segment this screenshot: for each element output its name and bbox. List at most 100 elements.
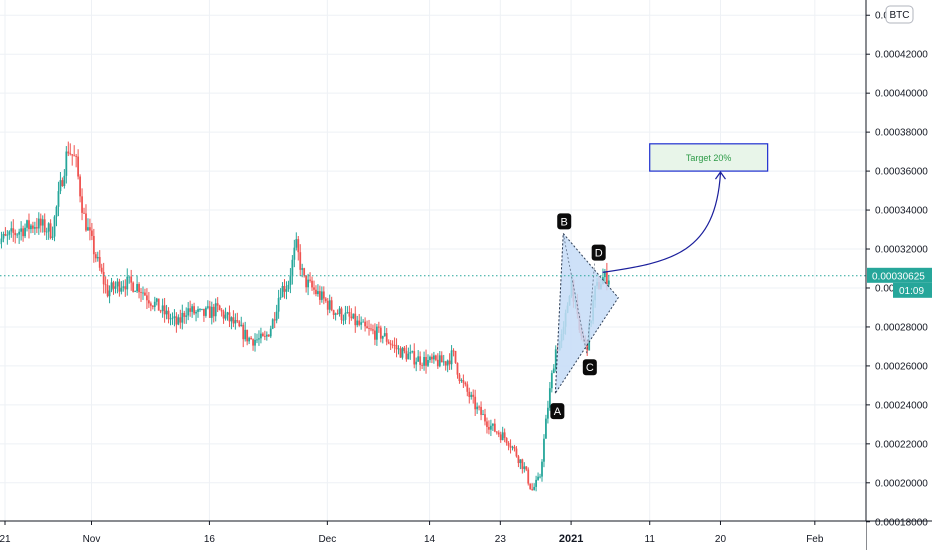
candle-body [427, 360, 429, 366]
candle-body [278, 298, 280, 312]
candle-body [85, 214, 87, 231]
candle-body [260, 334, 262, 339]
candle-body [521, 459, 523, 469]
pattern-point-label-d[interactable]: D [592, 245, 606, 261]
candle-body [242, 325, 244, 339]
candle-body [429, 357, 431, 360]
pattern-point-label-b[interactable]: B [557, 213, 571, 229]
time-tick-label: 20 [715, 534, 727, 545]
candle-body [105, 284, 107, 285]
candle-body [132, 283, 134, 292]
candle-body [303, 268, 305, 275]
candle-body [81, 196, 83, 213]
candle-body [293, 248, 295, 260]
candle-body [327, 301, 329, 310]
candle-body [445, 361, 447, 365]
candle-body [140, 292, 142, 293]
candle-body [343, 320, 345, 321]
candle-body [523, 466, 525, 469]
candle-body [268, 335, 270, 337]
candle-body [162, 305, 164, 311]
candle-body [130, 277, 132, 283]
candle-body [335, 313, 337, 315]
candle-body [323, 291, 325, 298]
candle-body [504, 432, 506, 438]
target-arrow[interactable] [603, 173, 721, 272]
candle-body [492, 424, 494, 426]
candle-body [124, 286, 126, 289]
candle-body [44, 219, 46, 232]
target-box[interactable]: Target 20% [650, 144, 768, 171]
candle-body [144, 293, 146, 296]
pattern-point-label-c[interactable]: C [583, 359, 597, 375]
annotations[interactable]: A B C D Target 20% [0, 144, 866, 419]
candle-body [75, 156, 77, 157]
candle-body [423, 357, 425, 366]
candle-body [506, 438, 508, 443]
candle-body [333, 310, 335, 315]
candle-body [529, 484, 531, 489]
currency-badge[interactable]: BTC [886, 6, 913, 23]
candle-body [537, 477, 539, 480]
candle-body [231, 317, 233, 321]
candle-body [150, 303, 152, 305]
candle-body [193, 306, 195, 313]
candle-body [63, 176, 65, 186]
candle-body [331, 300, 333, 310]
candle-body [61, 180, 63, 186]
candle-body [181, 313, 183, 323]
candle-body [364, 322, 366, 327]
candle-body [166, 311, 168, 315]
time-tick-label: 16 [204, 534, 216, 545]
candle-body [38, 219, 40, 229]
candle-body [69, 153, 71, 154]
candle-body [402, 348, 404, 358]
candle-body [354, 314, 356, 325]
candle-body [58, 191, 60, 207]
candle-body [258, 338, 260, 339]
candle-body [77, 157, 79, 177]
target-label: Target 20% [686, 153, 732, 163]
price-tick-label: 0.00018000 [875, 517, 928, 528]
candle-body [380, 328, 382, 339]
candle-body [32, 225, 34, 228]
price-tick-label: 0.00038000 [875, 128, 928, 139]
price-tick-label: 0.00028000 [875, 322, 928, 333]
candle-body [370, 328, 372, 329]
candle-body [376, 327, 378, 340]
candle-body [50, 223, 52, 238]
candle-body [527, 470, 529, 484]
candle-body [551, 373, 553, 388]
candle-body [3, 234, 5, 239]
candle-body [345, 313, 347, 320]
label-text: A [554, 406, 562, 418]
candle-body [201, 309, 203, 310]
candle-body [30, 225, 32, 229]
candle-body [101, 268, 103, 272]
candle-body [449, 361, 451, 365]
candle-body [435, 355, 437, 359]
candle-body [95, 254, 97, 258]
candle-body [89, 227, 91, 230]
candle-body [264, 336, 266, 337]
candle-body [52, 237, 54, 238]
candle-body [126, 277, 128, 290]
candle-body [362, 322, 364, 323]
candle-body [500, 434, 502, 440]
candle-body [539, 477, 541, 478]
candle-body [608, 281, 610, 285]
candle-body [533, 487, 535, 490]
candle-body [36, 227, 38, 228]
candle-body [325, 299, 327, 301]
candle-body [341, 308, 343, 320]
candle-body [183, 313, 185, 317]
candle-body [417, 356, 419, 361]
candle-body [286, 289, 288, 292]
pattern-point-label-a[interactable]: A [550, 403, 564, 419]
candle-body [217, 303, 219, 305]
candle-body [398, 348, 400, 349]
candle-body [352, 314, 354, 319]
